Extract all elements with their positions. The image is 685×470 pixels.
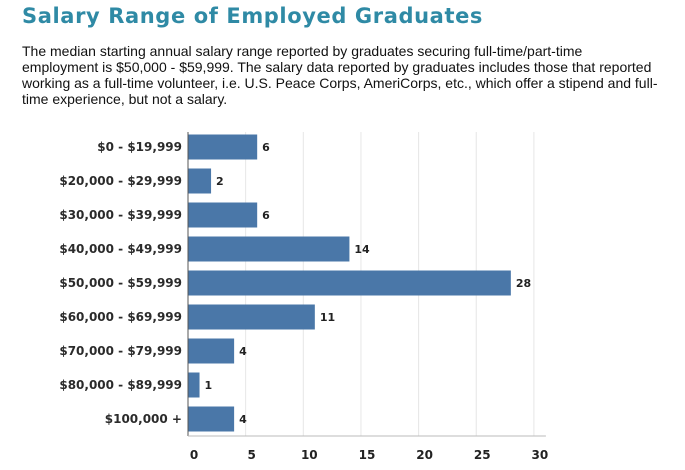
- data-label: 4: [239, 413, 247, 426]
- category-label: $40,000 - $49,999: [59, 242, 182, 256]
- data-label: 4: [239, 345, 247, 358]
- data-label: 6: [262, 209, 270, 222]
- page-title: Salary Range of Employed Graduates: [22, 4, 484, 28]
- bar: [188, 406, 235, 432]
- bar: [188, 168, 212, 194]
- category-label: $60,000 - $69,999: [59, 310, 182, 324]
- x-tick-label: 15: [359, 448, 376, 462]
- data-label: 2: [216, 175, 224, 188]
- category-label: $100,000 +: [105, 412, 182, 426]
- bar: [188, 202, 258, 228]
- category-label: $0 - $19,999: [97, 140, 182, 154]
- data-label: 28: [516, 277, 531, 290]
- bar: [188, 236, 350, 262]
- category-label: $30,000 - $39,999: [59, 208, 182, 222]
- data-label: 6: [262, 141, 270, 154]
- category-label: $80,000 - $89,999: [59, 378, 182, 392]
- bar: [188, 338, 235, 364]
- x-tick-label: 0: [190, 448, 198, 462]
- data-label: 14: [354, 243, 370, 256]
- x-tick-label: 25: [474, 448, 491, 462]
- data-label: 1: [205, 379, 213, 392]
- bar: [188, 304, 315, 330]
- bar: [188, 134, 258, 160]
- x-tick-label: 30: [532, 448, 549, 462]
- data-label: 11: [320, 311, 335, 324]
- x-tick-label: 5: [247, 448, 255, 462]
- category-label: $20,000 - $29,999: [59, 174, 182, 188]
- bar: [188, 270, 511, 296]
- bar: [188, 372, 200, 398]
- page-description: The median starting annual salary range …: [22, 43, 658, 107]
- x-tick-label: 20: [416, 448, 433, 462]
- category-label: $70,000 - $79,999: [59, 344, 182, 358]
- x-tick-label: 10: [301, 448, 318, 462]
- category-label: $50,000 - $59,999: [59, 276, 182, 290]
